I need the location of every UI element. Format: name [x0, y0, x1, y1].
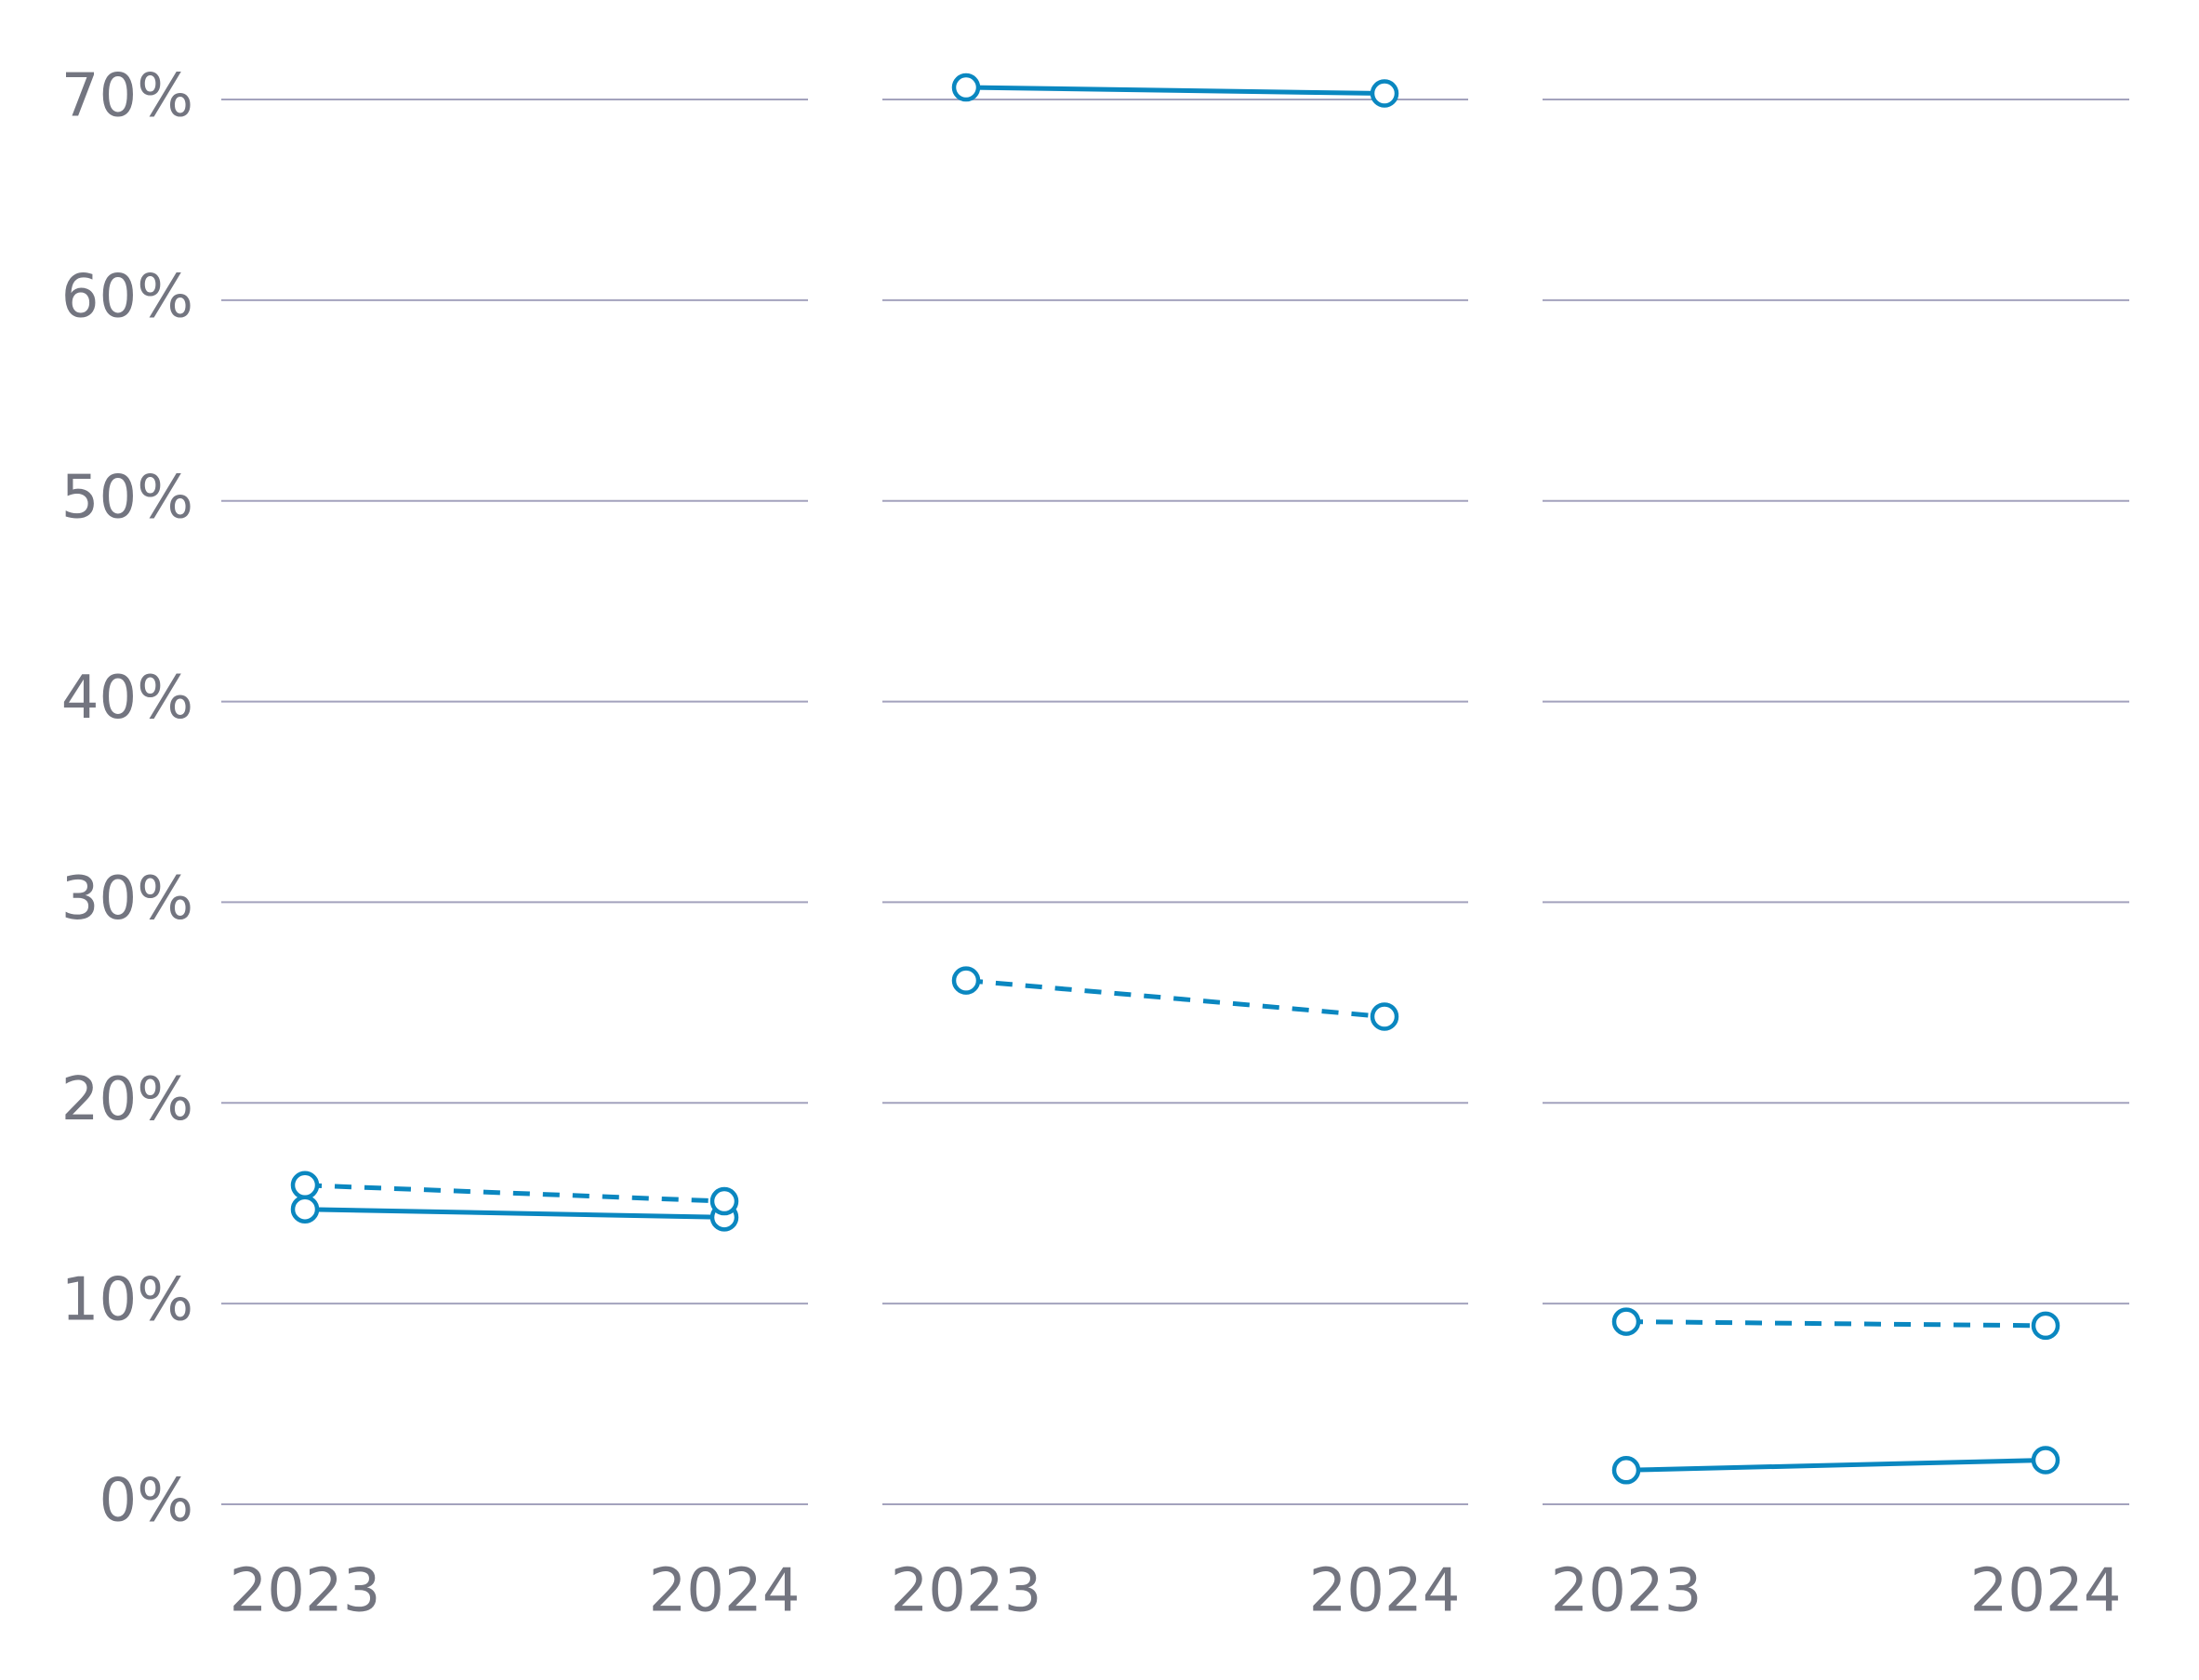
- point: [1370, 79, 1399, 108]
- point: [951, 966, 981, 995]
- x-tick-label: 2023: [1551, 1557, 1702, 1626]
- point: [2031, 1446, 2060, 1475]
- series-line: [304, 1207, 725, 1220]
- series-line: [965, 978, 1385, 1019]
- y-tick-label: 60%: [61, 262, 193, 331]
- series-line: [1625, 1458, 2047, 1473]
- point: [290, 1171, 320, 1200]
- point: [1611, 1456, 1641, 1485]
- series-line: [965, 85, 1385, 97]
- x-tick-label: 2023: [230, 1557, 381, 1626]
- point: [290, 1195, 320, 1224]
- y-tick-label: 0%: [99, 1467, 193, 1536]
- x-tick-label: 2024: [649, 1557, 801, 1626]
- x-tick-label: 2024: [1309, 1557, 1461, 1626]
- series-line: [304, 1183, 725, 1204]
- y-tick-label: 50%: [61, 463, 193, 532]
- y-tick-label: 20%: [61, 1065, 193, 1134]
- point: [2031, 1311, 2060, 1341]
- x-tick-label: 2024: [1970, 1557, 2122, 1626]
- point: [1611, 1307, 1641, 1336]
- series-line: [1625, 1319, 2047, 1329]
- point: [951, 73, 981, 102]
- x-tick-label: 2023: [891, 1557, 1042, 1626]
- point: [709, 1186, 739, 1216]
- y-tick-label: 70%: [61, 62, 193, 131]
- y-tick-label: 10%: [61, 1266, 193, 1335]
- y-tick-label: 30%: [61, 865, 193, 933]
- point: [1370, 1002, 1399, 1031]
- y-tick-label: 40%: [61, 664, 193, 733]
